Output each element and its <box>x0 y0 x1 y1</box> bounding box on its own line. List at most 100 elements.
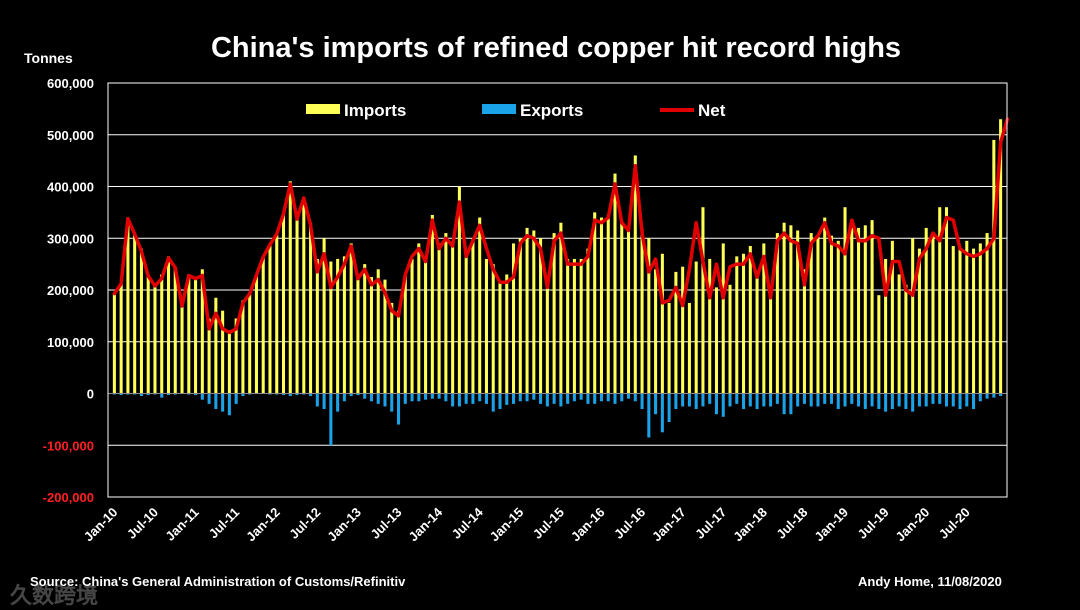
x-tick-label: Jul-18 <box>773 505 810 542</box>
exports-bar <box>978 393 982 402</box>
imports-bar <box>498 282 502 394</box>
x-tick-label: Jul-19 <box>855 505 892 542</box>
imports-bar <box>897 274 901 394</box>
exports-bar <box>775 393 779 404</box>
imports-bar <box>809 233 813 394</box>
legend-label: Imports <box>344 101 406 120</box>
imports-bars <box>112 119 1003 394</box>
imports-bar <box>322 238 326 394</box>
imports-bar <box>133 233 137 394</box>
exports-bar <box>281 393 286 396</box>
imports-bar <box>315 258 319 394</box>
imports-bar <box>207 318 211 394</box>
exports-bar <box>654 393 658 415</box>
imports-bar <box>593 212 597 394</box>
imports-bar <box>796 230 800 394</box>
exports-bar <box>200 393 204 400</box>
imports-bar <box>762 243 766 394</box>
exports-bar <box>187 393 191 395</box>
net-series-line <box>112 117 1010 335</box>
imports-bar <box>701 207 705 394</box>
imports-bar <box>890 240 894 394</box>
imports-bar <box>904 284 908 394</box>
exports-bar <box>850 393 854 404</box>
exports-bar <box>829 393 834 404</box>
imports-bar <box>586 248 590 394</box>
imports-bar <box>288 181 292 394</box>
author-note: Andy Home, 11/08/2020 <box>858 574 1002 589</box>
imports-bar <box>870 220 874 394</box>
imports-bar <box>417 243 421 394</box>
imports-bar <box>539 238 543 394</box>
x-tick-label: Jul-10 <box>124 505 161 542</box>
imports-bar <box>403 274 407 394</box>
exports-bar <box>613 393 617 404</box>
exports-bar <box>593 393 597 404</box>
imports-bar <box>545 284 549 394</box>
imports-bar <box>999 119 1003 394</box>
imports-bar <box>721 243 725 394</box>
exports-bar <box>234 393 238 404</box>
imports-bar <box>532 230 536 394</box>
exports-bar <box>586 393 590 404</box>
imports-bar <box>640 227 644 394</box>
x-tick-label: Jan-10 <box>81 505 121 545</box>
imports-bar <box>518 238 522 394</box>
imports-bar <box>275 233 279 394</box>
exports-bar <box>877 393 881 410</box>
exports-bar <box>396 393 401 425</box>
imports-bar <box>234 318 238 394</box>
exports-bar <box>369 393 373 402</box>
exports-bar <box>599 393 603 402</box>
imports-bar <box>978 243 982 394</box>
exports-bar <box>606 393 610 402</box>
imports-bar <box>633 155 637 394</box>
exports-bar <box>302 393 306 395</box>
exports-bar <box>789 393 793 415</box>
y-tick-label: 100,000 <box>47 335 94 350</box>
exports-bar <box>627 393 631 399</box>
exports-bar <box>647 393 651 438</box>
imports-bar <box>836 240 840 394</box>
imports-bar <box>579 258 583 394</box>
imports-bar <box>491 264 495 394</box>
imports-bar <box>309 222 313 394</box>
source-note: Source: China's General Administration o… <box>30 574 406 589</box>
imports-bar <box>484 258 488 394</box>
imports-bar <box>714 287 719 394</box>
imports-bar <box>911 238 915 394</box>
exports-bar <box>214 393 218 410</box>
imports-bar <box>660 253 664 394</box>
x-tick-label: Jul-14 <box>449 504 487 542</box>
exports-bar <box>329 393 333 446</box>
imports-bar <box>457 186 461 394</box>
exports-bar <box>660 393 664 433</box>
imports-bar <box>755 274 759 394</box>
imports-bar <box>281 212 286 394</box>
exports-bar <box>133 393 137 395</box>
exports-bar <box>471 393 475 404</box>
imports-bar <box>478 217 482 394</box>
imports-bar <box>572 258 576 394</box>
x-tick-label: Jul-17 <box>692 505 729 542</box>
imports-bar <box>173 266 177 394</box>
imports-bar <box>627 227 631 394</box>
imports-bar <box>789 225 793 394</box>
imports-bar <box>119 282 123 394</box>
exports-bar <box>816 393 820 407</box>
exports-bar <box>437 393 441 399</box>
exports-bar <box>742 393 746 410</box>
imports-bar <box>390 302 394 394</box>
imports-bar <box>153 284 157 394</box>
imports-bar <box>363 264 367 394</box>
imports-bar <box>992 139 996 394</box>
imports-bar <box>863 225 867 394</box>
exports-bar <box>309 393 313 397</box>
imports-bar <box>566 258 570 394</box>
exports-bar <box>965 393 969 407</box>
exports-bar <box>863 393 867 410</box>
imports-bar <box>965 240 969 394</box>
exports-bar <box>802 393 806 404</box>
exports-bar <box>505 393 509 405</box>
exports-bar <box>363 393 367 399</box>
